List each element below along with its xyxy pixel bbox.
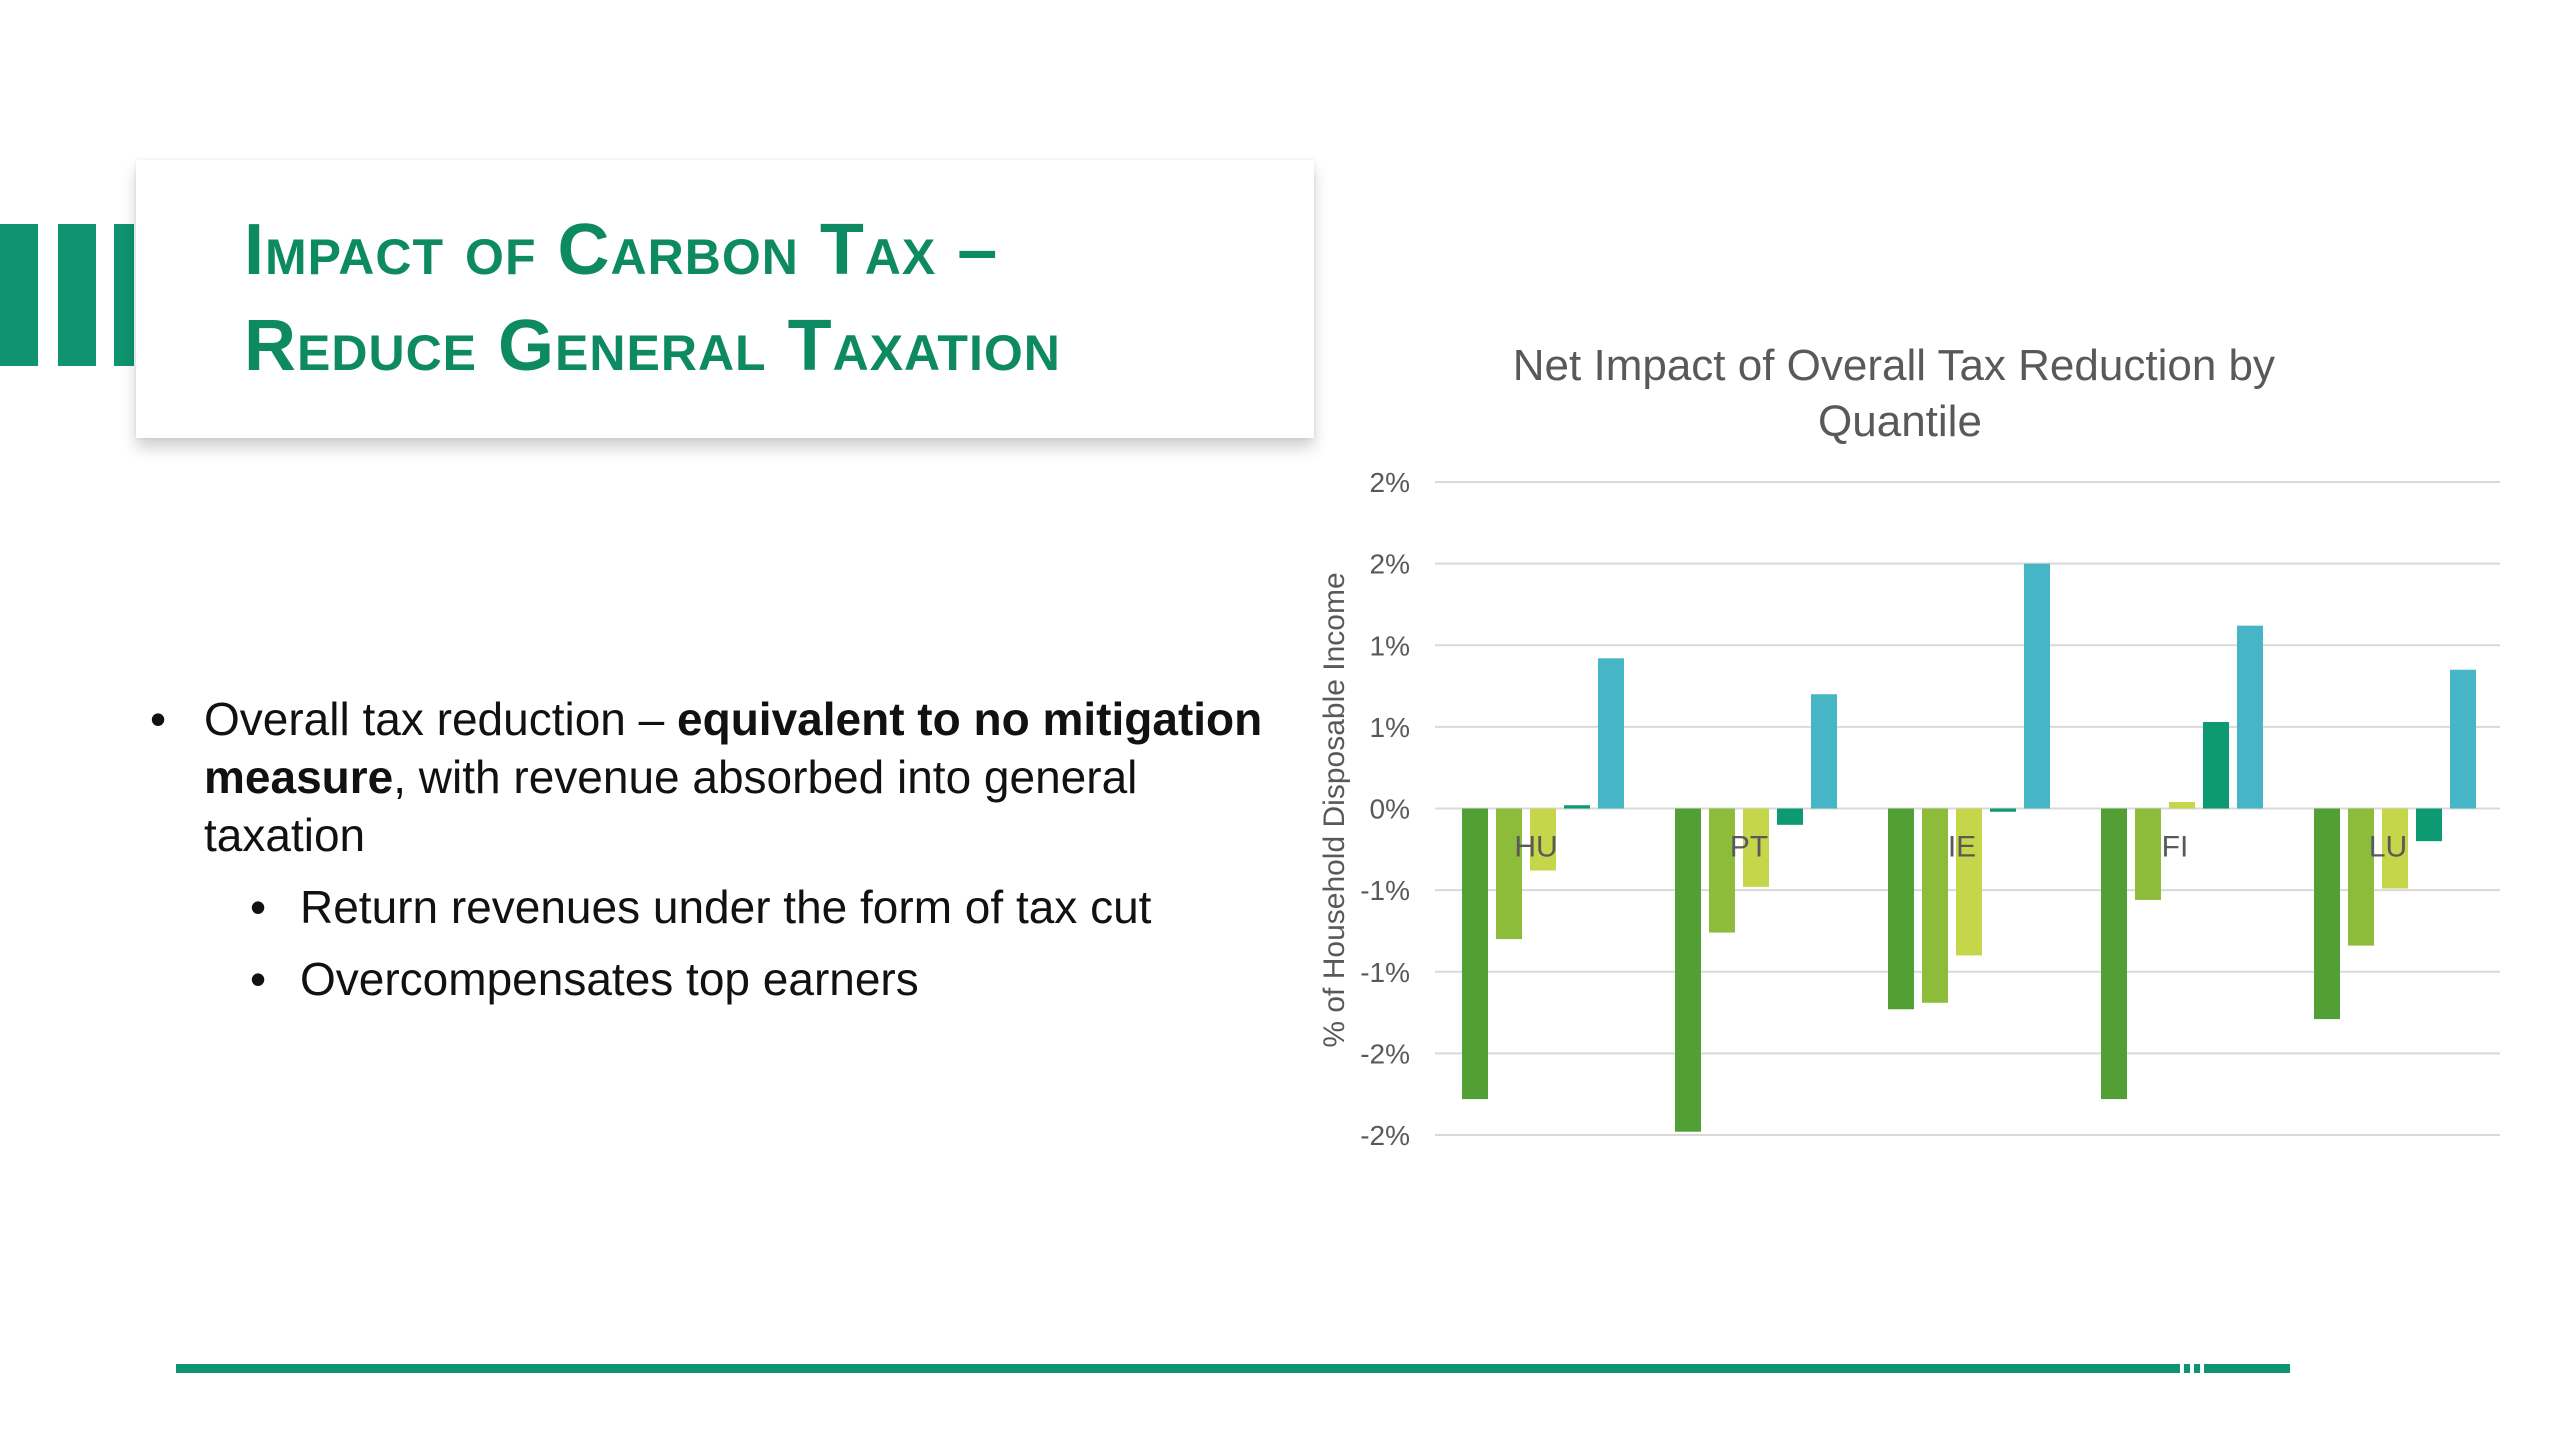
y-tick-label: 2% [1370,549,1410,580]
bar-ie-2 [1922,808,1948,1003]
bar-hu-4 [1564,805,1590,809]
bar-hu-1 [1462,808,1488,1100]
y-tick-label: 1% [1370,630,1410,661]
bar-fi-3 [2169,801,2195,809]
y-tick-label: -2% [1360,1038,1410,1069]
slide-title: Impact of Carbon Tax – Reduce General Ta… [244,202,1061,394]
bar-fi-5 [2237,625,2263,809]
bar-ie-5 [2024,563,2050,809]
x-category-label: FI [2162,831,2189,864]
bar-lu-5 [2450,669,2476,809]
y-tick-label: 1% [1370,712,1410,743]
bullet-main-bold: equivalent to no mitigation measure [204,693,1263,803]
bar-hu-2 [1496,808,1522,940]
chart-title: Net Impact of Overall Tax Reduction by Q… [1513,341,2287,446]
sub-bullet: Return revenues under the form of tax cu… [150,878,1280,936]
chart-title-line2: Quantile [1818,397,1982,446]
title-box: Impact of Carbon Tax – Reduce General Ta… [136,160,1314,438]
bullet-main: Overall tax reduction – equivalent to no… [150,690,1280,864]
y-tick-label: -1% [1360,957,1410,988]
bullet-main-pre: Overall tax reduction – [204,693,678,745]
bar-lu-2 [2348,808,2374,946]
bar-pt-4 [1777,808,1803,825]
bullet-main-post: , with revenue absorbed into general tax… [204,751,1138,861]
accent-bar [58,224,96,366]
bar-hu-5 [1598,658,1624,809]
chart-x-categories: HU PT IE FI LU [1514,831,2407,864]
bar-lu-1 [2314,808,2340,1020]
x-category-label: HU [1514,831,1557,864]
bar-fi-1 [2101,808,2127,1100]
y-tick-label: -1% [1360,875,1410,906]
bar-ie-1 [1888,808,1914,1010]
chart-bars [1462,563,2476,1132]
bar-lu-4 [2416,808,2442,842]
chart-y-axis-label: % of Household Disposable Income [1318,572,1351,1047]
bar-lu-3 [2382,808,2408,889]
bar-pt-3 [1743,808,1769,887]
chart-title-line1: Net Impact of Overall Tax Reduction by [1513,341,2275,390]
y-tick-label: 0% [1370,794,1410,825]
footer-rule-gap [2200,1364,2204,1373]
accent-bars [0,224,140,366]
x-category-label: IE [1948,831,1976,864]
bar-pt-5 [1811,694,1837,809]
tax-reduction-chart: Net Impact of Overall Tax Reduction by Q… [1318,341,2500,1151]
accent-bar [0,224,38,366]
bullet-list: Overall tax reduction – equivalent to no… [150,690,1280,1008]
footer-rule-gap [2190,1364,2194,1373]
bar-pt-1 [1675,808,1701,1132]
bar-fi-4 [2203,721,2229,809]
bar-ie-3 [1956,808,1982,956]
footer-rule-gap [2180,1364,2184,1373]
bar-fi-2 [2135,808,2161,900]
x-category-label: PT [1730,831,1768,864]
x-category-label: LU [2369,831,2407,864]
slide-title-line1: Impact of Carbon Tax – [244,210,999,290]
y-tick-label: 2% [1370,467,1410,498]
slide-title-line2: Reduce General Taxation [244,306,1061,386]
chart-y-ticks: 2% 2% 1% 1% 0% -1% -1% -2% -2% [1360,467,1410,1151]
y-tick-label: -2% [1360,1120,1410,1151]
sub-bullet: Overcompensates top earners [150,950,1280,1008]
bar-pt-2 [1709,808,1735,933]
bar-hu-3 [1530,808,1556,871]
footer-rule [176,1364,2290,1373]
accent-bar [114,224,134,366]
bar-ie-4 [1990,808,2016,812]
